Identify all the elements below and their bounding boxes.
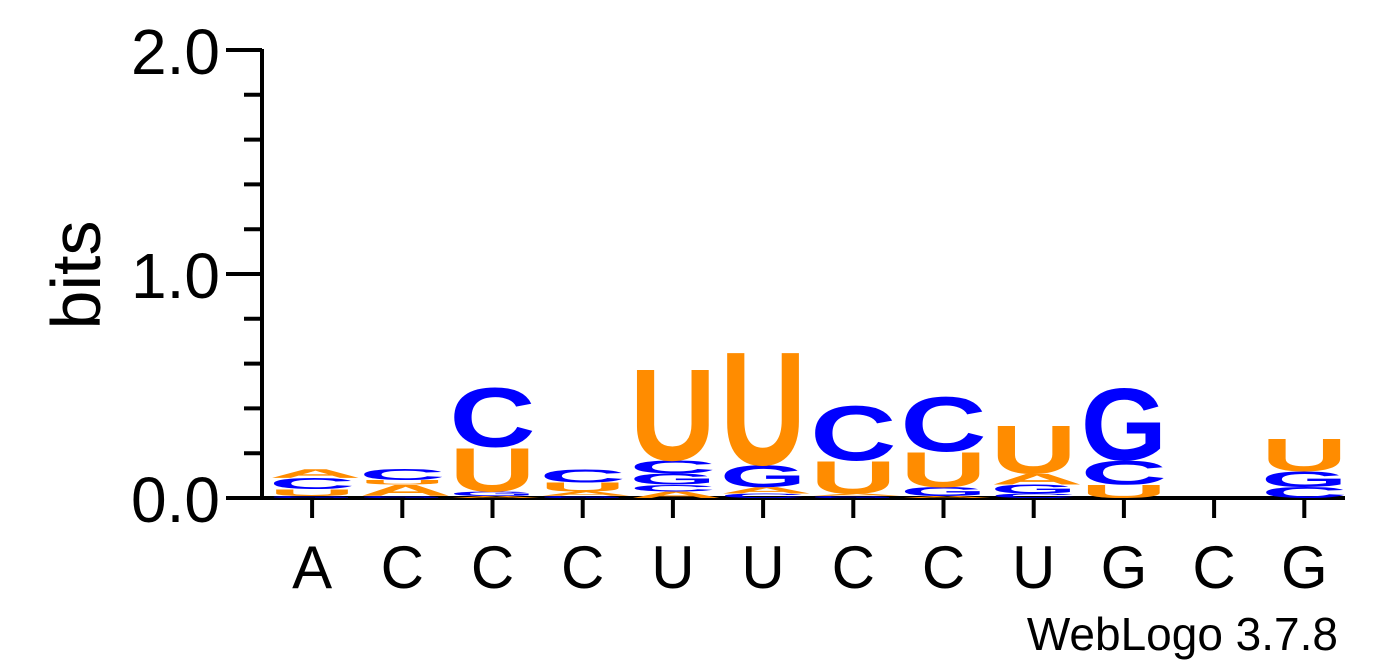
logo-letter-c: C [540, 466, 626, 487]
x-tick-label: C [832, 534, 875, 601]
x-tick-label: A [292, 534, 332, 601]
logo-letter-a: A [991, 471, 1084, 488]
x-tick-label: C [922, 534, 965, 601]
x-tick-label: G [1101, 534, 1148, 601]
y-axis-label: bits [37, 221, 115, 330]
x-tick-label: C [471, 534, 514, 601]
logo-letter-c: C [991, 492, 1077, 499]
logo-letter-c: C [1261, 484, 1347, 501]
logo-letter-a: A [810, 493, 903, 496]
logo-letter-g: G [991, 482, 1077, 496]
logo-letter-u: U [359, 479, 445, 486]
logo-letter-u: U [900, 442, 986, 498]
logo-letter-u: U [720, 319, 806, 500]
y-tick-label: 0.0 [131, 464, 220, 536]
y-tick-label: 2.0 [131, 16, 220, 88]
x-tick-label: C [381, 534, 424, 601]
logo-letter-u: U [449, 436, 535, 505]
logo-letter-g: G [630, 470, 716, 487]
logo-letter-a: A [630, 490, 723, 500]
logo-letter-a: A [269, 467, 362, 481]
logo-letter-g: G [359, 495, 445, 498]
logo-letter-g: G [900, 485, 986, 499]
x-tick-label: C [1192, 534, 1235, 601]
logo-letter-c: C [720, 492, 806, 499]
logo-letter-c: C [269, 475, 355, 492]
y-tick-label: 1.0 [131, 240, 220, 312]
logo-letter-a: A [900, 495, 993, 498]
logo-letter-u: U [1261, 429, 1347, 481]
logo-letter-u: U [630, 342, 716, 488]
logo-letter-u: U [810, 452, 896, 504]
logo-letter-c: C [630, 457, 716, 478]
logo-letter-c: C [630, 483, 716, 493]
logo-letter-g: G [449, 490, 535, 497]
logo-letter-g: G [540, 495, 626, 498]
logo-letter-u: U [540, 480, 626, 494]
logo-letter-g: G [269, 495, 355, 498]
logo-letter-c: C [810, 390, 896, 476]
logo-letter-u: U [1081, 481, 1167, 502]
x-tick-label: G [1281, 534, 1328, 601]
weblogo-credit: WebLogo 3.7.8 [1027, 608, 1338, 660]
logo-letter-g: G [810, 495, 896, 498]
logo-letter-a: A [720, 485, 813, 495]
logo-letter-g: G [720, 459, 806, 494]
logo-letter-c: C [449, 371, 535, 465]
logo-letter-a: A [540, 490, 633, 497]
logo-letter-u: U [269, 487, 355, 497]
logo-letter-g: G [1261, 467, 1347, 491]
x-tick-label: U [1012, 534, 1055, 601]
x-tick-label: U [741, 534, 784, 601]
x-tick-label: C [561, 534, 604, 601]
logo-letter-c: C [359, 466, 445, 483]
logo-letter-a: A [359, 482, 452, 499]
logo-letter-g: G [1081, 367, 1167, 482]
logo-letter-c: C [1081, 454, 1167, 492]
logo-letter-u: U [991, 411, 1077, 488]
logo-letter-a: A [449, 495, 542, 498]
x-tick-label: U [651, 534, 694, 601]
logo-letter-c: C [900, 381, 986, 467]
y-axis: 0.0 1.0 2.0 [131, 16, 1345, 536]
